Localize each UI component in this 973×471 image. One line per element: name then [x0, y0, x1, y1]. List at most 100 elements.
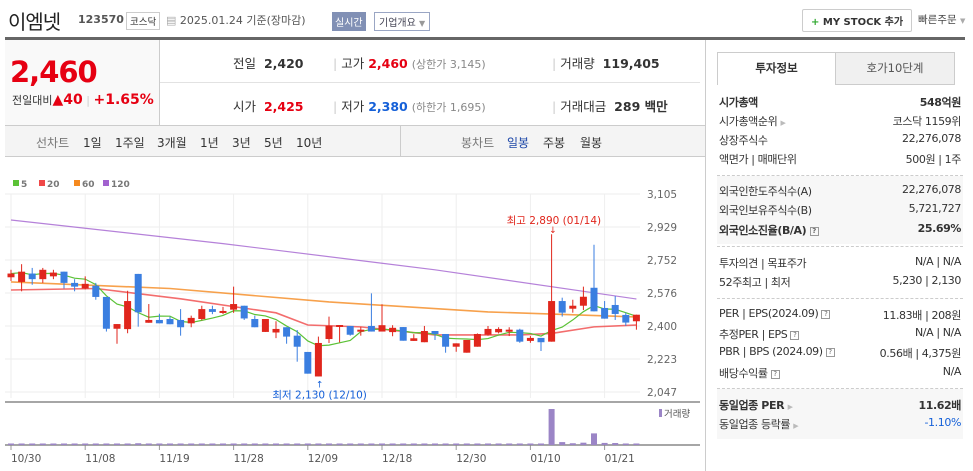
candle-monthly[interactable]: 월봉: [580, 136, 603, 150]
candle-body: [92, 285, 100, 297]
volume-bar: [463, 443, 470, 445]
candle-body: [601, 307, 609, 319]
plus-icon: +: [811, 17, 820, 28]
info-row-label: 시가총액: [719, 96, 758, 109]
x-tick-label: 10/30: [11, 453, 41, 465]
help-icon[interactable]: ?: [770, 369, 780, 379]
current-price: 2,460: [10, 55, 98, 89]
candle-body: [240, 305, 248, 319]
candle-body: [622, 314, 630, 323]
period-1d[interactable]: 1일: [83, 136, 102, 150]
candle-body: [579, 296, 587, 306]
info-row-label: 배당수익률 ?: [719, 365, 780, 381]
period-10y[interactable]: 10년: [296, 136, 323, 150]
volume-bar: [114, 443, 120, 445]
add-my-stock-button[interactable]: + MY STOCK 추가: [802, 9, 913, 32]
period-5y[interactable]: 5년: [264, 136, 283, 150]
candle-weekly[interactable]: 주봉: [543, 136, 566, 150]
price-chart[interactable]: 5 20 60 120 3,105 2,929 2,752 2,576 2,400 2,223 2,…: [0, 170, 700, 471]
info-row: 배당수익률 ? N/A: [719, 365, 961, 383]
volume-bar: [241, 443, 248, 445]
change-percent: +1.65%: [93, 92, 154, 108]
info-row[interactable]: 동일업종 PER ▶ 11.62배: [719, 397, 961, 415]
ma5-line: [10, 271, 637, 347]
volume-bar: [82, 443, 89, 445]
open-price: 시가 2,425: [233, 99, 304, 114]
x-tick-label: 11/08: [85, 453, 115, 465]
period-1y[interactable]: 1년: [200, 136, 219, 150]
divider: [717, 298, 963, 299]
volume-bar: [548, 409, 555, 445]
volume-bar: [379, 443, 385, 445]
info-row: PER | EPS(2024.09) ? 11.83배 | 208원: [719, 307, 961, 325]
candle-body: [632, 314, 640, 322]
candle-body: [452, 343, 460, 347]
volume-bar: [294, 443, 301, 445]
volume-bar: [103, 443, 110, 445]
quick-order-dropdown[interactable]: 빠른주문 ▼: [918, 12, 965, 27]
candle-body: [526, 337, 534, 341]
candle-body: [113, 324, 121, 329]
period-3m[interactable]: 3개월: [157, 136, 187, 150]
company-overview-dropdown[interactable]: 기업개요 ▼: [374, 12, 431, 31]
volume-label: 거래량: [664, 408, 690, 420]
up-triangle-icon: ▲: [52, 92, 64, 108]
ma120-line: [10, 219, 637, 300]
info-row[interactable]: 동일업종 등락률 ▶ -1.10%: [719, 416, 961, 434]
candle-body: [124, 301, 132, 330]
period-3y[interactable]: 3년: [232, 136, 251, 150]
candle-body: [230, 304, 238, 310]
base-date: ▤ 2025.01.24 기준(장마감): [166, 12, 306, 28]
x-tick-label: 12/18: [382, 453, 412, 465]
prev-close: 전일 2,420: [233, 56, 304, 71]
info-row-value: N/A | N/A: [914, 255, 961, 268]
period-1w[interactable]: 1주일: [115, 136, 145, 150]
stock-name: 이엠넷: [8, 10, 61, 34]
volume-bar: [145, 443, 152, 445]
x-tick-label: 01/21: [605, 453, 635, 465]
info-row-value: 22,276,078: [902, 132, 961, 145]
candle-body: [473, 333, 481, 347]
candle-daily[interactable]: 일봉: [507, 136, 530, 150]
info-divider: [160, 82, 700, 83]
candle-body: [463, 339, 471, 353]
change-value: 40: [63, 92, 83, 108]
info-row-label: 동일업종 등락률 ▶: [719, 418, 799, 431]
volume-bar: [495, 443, 502, 445]
arrow-down-icon: ↓: [549, 226, 557, 236]
info-row-value: 5,721,727: [908, 202, 962, 215]
price-change: 전일대비▲40 | +1.65%: [12, 92, 154, 108]
tab-order-book[interactable]: 호가10단계: [835, 52, 955, 85]
info-row-label: PER | EPS(2024.09) ?: [719, 307, 831, 320]
info-row[interactable]: 시가총액순위 ▶ 코스닥 1159위: [719, 113, 961, 131]
info-row: 외국인한도주식수(A) 22,276,078: [719, 183, 961, 201]
candle-body: [28, 273, 36, 280]
help-icon[interactable]: ?: [790, 330, 800, 340]
realtime-button[interactable]: 실시간: [332, 12, 366, 31]
volume-bar: [156, 443, 163, 445]
volume-bar: [336, 443, 343, 445]
tab-investment-info[interactable]: 투자정보: [717, 52, 836, 85]
info-row-label: 투자의견 | 목표주가: [719, 257, 807, 270]
volume-bar: [400, 443, 407, 445]
candle-body: [18, 271, 26, 282]
arrow-right-icon: ▶: [780, 119, 786, 127]
day-low: | 저가 2,380 (하한가 1,695): [333, 99, 486, 114]
help-icon[interactable]: ?: [809, 226, 819, 236]
info-row-label: PBR | BPS (2024.09) ?: [719, 345, 835, 358]
candle-body: [198, 309, 206, 320]
info-row-value: 500원 | 1주: [905, 153, 962, 166]
candle-body: [49, 272, 57, 277]
candle-body: [590, 287, 598, 312]
candle-body: [431, 330, 439, 334]
candle-body: [357, 329, 365, 332]
legend-swatch: [103, 180, 109, 186]
candle-body: [537, 337, 545, 343]
volume-bar: [209, 443, 216, 445]
volume-bar: [262, 443, 269, 445]
candle-body: [219, 310, 227, 313]
help-icon[interactable]: ?: [821, 309, 831, 319]
candle-body: [495, 328, 503, 333]
info-row-label: 52주최고 | 최저: [719, 276, 791, 289]
help-icon[interactable]: ?: [825, 347, 835, 357]
